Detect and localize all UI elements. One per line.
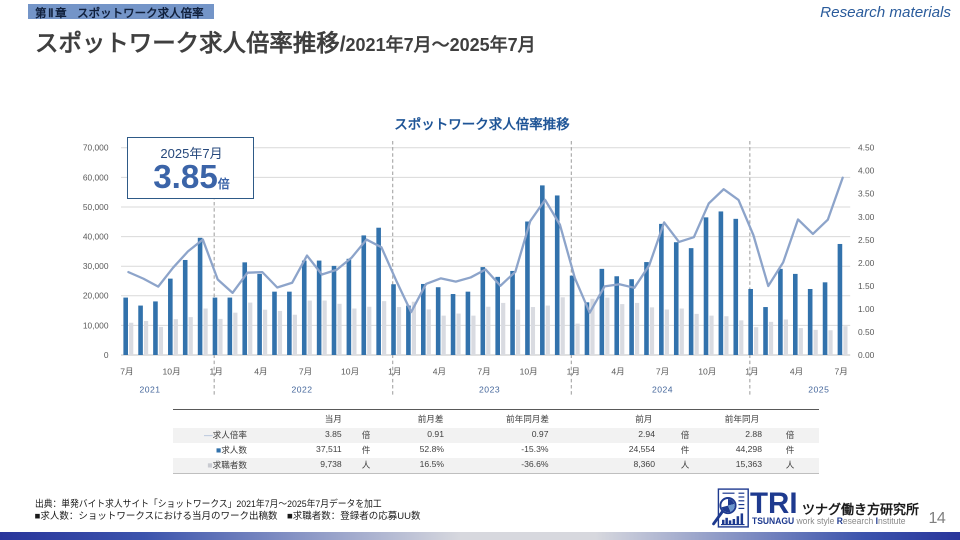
svg-text:1月: 1月 [745,367,758,377]
svg-text:2.50: 2.50 [858,235,875,245]
svg-text:0: 0 [104,350,109,360]
svg-text:7月: 7月 [835,367,848,377]
svg-text:10月: 10月 [520,367,538,377]
svg-text:2025: 2025 [808,385,829,395]
svg-text:7月: 7月 [299,367,312,377]
svg-text:2021: 2021 [139,385,160,395]
svg-text:2024: 2024 [652,385,673,395]
svg-text:60,000: 60,000 [83,172,109,182]
svg-text:2.00: 2.00 [858,258,875,268]
svg-text:3.00: 3.00 [858,212,875,222]
svg-text:10月: 10月 [341,367,359,377]
svg-text:20,000: 20,000 [83,291,109,301]
svg-text:1月: 1月 [210,367,223,377]
svg-text:4月: 4月 [433,367,446,377]
svg-text:1月: 1月 [567,367,580,377]
svg-text:4月: 4月 [611,367,624,377]
svg-text:7月: 7月 [477,367,490,377]
svg-text:4.50: 4.50 [858,143,875,153]
svg-text:40,000: 40,000 [83,232,109,242]
svg-text:7月: 7月 [656,367,669,377]
svg-text:50,000: 50,000 [83,202,109,212]
svg-text:1月: 1月 [388,367,401,377]
svg-text:10,000: 10,000 [83,320,109,330]
svg-text:10月: 10月 [163,367,181,377]
svg-text:4月: 4月 [254,367,267,377]
svg-text:1.50: 1.50 [858,281,875,291]
svg-text:0.50: 0.50 [858,327,875,337]
svg-text:1.00: 1.00 [858,304,875,314]
svg-text:7月: 7月 [120,367,133,377]
svg-text:4月: 4月 [790,367,803,377]
svg-text:3.50: 3.50 [858,189,875,199]
svg-text:30,000: 30,000 [83,261,109,271]
svg-text:4.00: 4.00 [858,166,875,176]
svg-text:2023: 2023 [479,385,500,395]
svg-text:70,000: 70,000 [83,143,109,153]
svg-text:10月: 10月 [698,367,716,377]
svg-text:0.00: 0.00 [858,350,875,360]
svg-text:2022: 2022 [291,385,312,395]
